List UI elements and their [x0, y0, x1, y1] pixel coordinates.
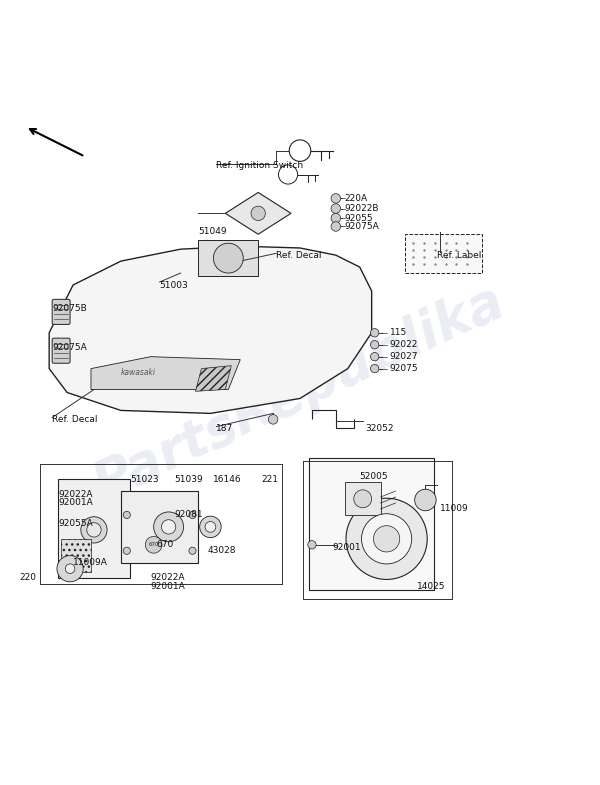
Text: 92055: 92055 [345, 214, 373, 223]
FancyBboxPatch shape [52, 299, 70, 324]
Text: 92081: 92081 [175, 510, 203, 520]
Text: PartsRepublika: PartsRepublika [86, 275, 514, 510]
Text: 220A: 220A [345, 194, 368, 203]
Circle shape [370, 329, 379, 337]
Circle shape [373, 526, 400, 552]
Text: Ref. Ignition Switch: Ref. Ignition Switch [217, 161, 304, 170]
Circle shape [370, 341, 379, 349]
Circle shape [370, 352, 379, 361]
Bar [199, 240, 258, 276]
Circle shape [154, 512, 184, 542]
Circle shape [123, 547, 130, 554]
Circle shape [87, 523, 101, 537]
Text: 92075A: 92075A [52, 343, 87, 352]
Text: Ref. Label: Ref. Label [437, 250, 482, 260]
Circle shape [214, 243, 243, 273]
Circle shape [354, 490, 371, 508]
Circle shape [346, 498, 427, 579]
Text: 52005: 52005 [360, 472, 388, 480]
Circle shape [268, 414, 278, 424]
Bar [58, 479, 130, 578]
Circle shape [331, 204, 341, 214]
Text: 92001A: 92001A [151, 582, 185, 591]
Circle shape [362, 513, 412, 564]
Polygon shape [49, 246, 371, 414]
Bar [61, 539, 91, 571]
Text: 221: 221 [261, 475, 278, 484]
Text: 51003: 51003 [160, 280, 188, 290]
Text: 92022A: 92022A [58, 490, 92, 498]
Polygon shape [226, 192, 291, 234]
Circle shape [123, 511, 130, 519]
Polygon shape [196, 366, 232, 391]
Circle shape [251, 206, 265, 221]
Circle shape [415, 489, 436, 511]
Circle shape [65, 564, 75, 574]
Circle shape [205, 521, 216, 532]
Text: 670: 670 [148, 542, 159, 547]
Circle shape [81, 517, 107, 543]
Bar [345, 482, 380, 515]
Text: 670: 670 [157, 540, 174, 549]
Text: 92027: 92027 [389, 352, 418, 361]
Text: 11009: 11009 [440, 505, 469, 513]
Text: 11009A: 11009A [73, 558, 108, 568]
Text: 51023: 51023 [130, 475, 158, 484]
Text: 92055A: 92055A [58, 520, 93, 528]
FancyBboxPatch shape [52, 338, 70, 363]
Text: Ref. Decal: Ref. Decal [276, 250, 322, 260]
Text: 92022B: 92022B [345, 204, 379, 213]
Circle shape [200, 516, 221, 538]
Circle shape [145, 536, 162, 553]
Text: 43028: 43028 [208, 546, 236, 555]
Circle shape [370, 364, 379, 373]
Text: 220: 220 [19, 573, 37, 582]
Text: 92022A: 92022A [151, 573, 185, 582]
Text: 14025: 14025 [416, 582, 445, 591]
Polygon shape [91, 356, 240, 389]
Text: 92022: 92022 [389, 340, 418, 349]
Text: Ref. Decal: Ref. Decal [52, 415, 98, 424]
Bar [309, 458, 434, 590]
Text: 51049: 51049 [199, 227, 227, 236]
Circle shape [331, 221, 341, 232]
Text: 51039: 51039 [175, 475, 203, 484]
Circle shape [57, 556, 83, 582]
Bar [121, 491, 199, 563]
Text: kawasaki: kawasaki [121, 367, 156, 377]
Text: 92075B: 92075B [52, 305, 87, 313]
Bar [404, 234, 482, 273]
Circle shape [331, 194, 341, 203]
Text: 32052: 32052 [365, 424, 394, 433]
Text: 115: 115 [389, 328, 407, 338]
Circle shape [161, 520, 176, 534]
Text: 92075: 92075 [389, 364, 418, 373]
Text: 92075A: 92075A [345, 222, 380, 231]
Text: 187: 187 [217, 424, 233, 433]
Circle shape [331, 214, 341, 223]
Text: 16146: 16146 [214, 475, 242, 484]
Circle shape [308, 541, 316, 549]
Text: 92001A: 92001A [58, 498, 93, 507]
Text: 92001: 92001 [333, 543, 361, 553]
Circle shape [189, 547, 196, 554]
Circle shape [189, 511, 196, 519]
